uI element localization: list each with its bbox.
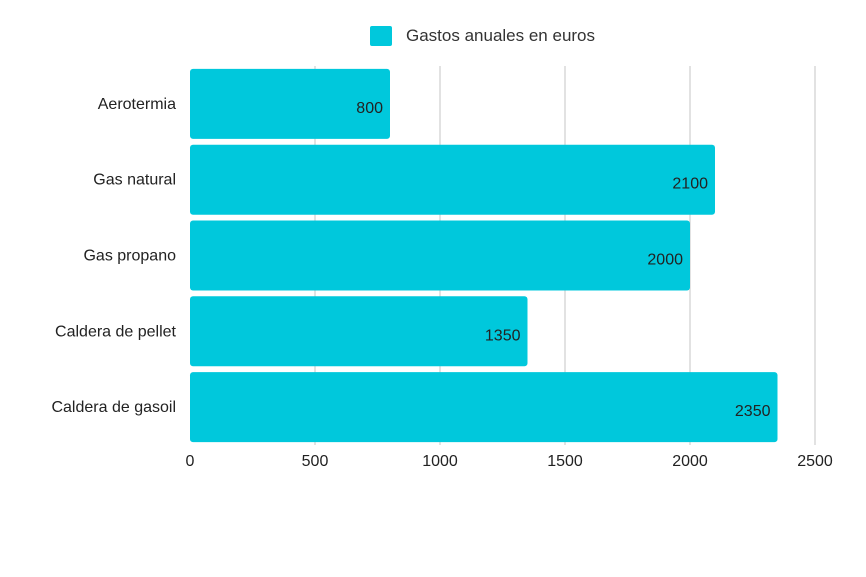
- legend-swatch: [370, 26, 392, 46]
- x-tick-label: 2500: [797, 453, 833, 470]
- category-label: Gas propano: [83, 248, 176, 265]
- bar: [190, 144, 715, 215]
- category-label: Caldera de gasoil: [51, 399, 176, 416]
- bar: [190, 296, 528, 367]
- data-label: 2100: [672, 176, 708, 193]
- x-tick-label: 1000: [422, 453, 458, 470]
- x-tick-label: 1500: [547, 453, 583, 470]
- bar: [190, 220, 690, 291]
- bar: [190, 372, 778, 443]
- category-label: Aerotermia: [98, 96, 176, 113]
- x-tick-label: 2000: [672, 453, 708, 470]
- data-label: 800: [356, 100, 383, 117]
- legend-label: Gastos anuales en euros: [406, 26, 596, 45]
- data-label: 2350: [735, 403, 771, 420]
- bar: [190, 68, 390, 139]
- data-label: 1350: [485, 327, 521, 344]
- data-label: 2000: [647, 252, 683, 269]
- x-tick-label: 500: [302, 453, 329, 470]
- legend: Gastos anuales en euros: [370, 26, 595, 46]
- category-label: Gas natural: [93, 172, 176, 189]
- category-label: Caldera de pellet: [55, 323, 177, 340]
- x-tick-label: 0: [186, 453, 195, 470]
